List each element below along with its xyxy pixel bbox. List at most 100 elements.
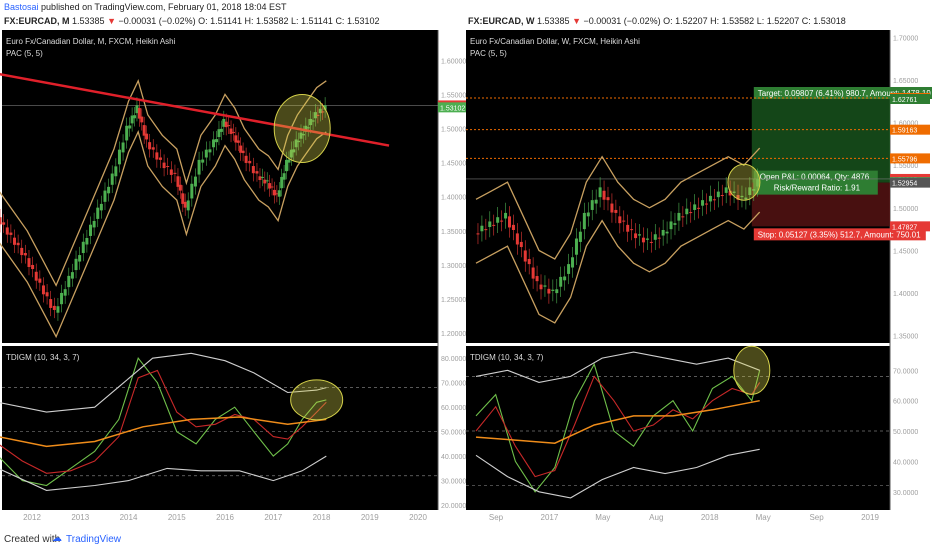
candle-body bbox=[748, 187, 752, 196]
candle-body bbox=[590, 200, 594, 210]
candle-body bbox=[701, 200, 705, 206]
candle-body bbox=[2, 222, 6, 225]
y-tick-0-5: 1.35000 bbox=[441, 229, 466, 236]
candle-body bbox=[297, 140, 301, 143]
price-label-1-2: 1.59163 bbox=[892, 128, 917, 135]
candle-body bbox=[234, 135, 238, 143]
x-tick-1-1: 2017 bbox=[541, 513, 559, 522]
y-tick-0-3: 1.45000 bbox=[441, 161, 466, 168]
candle-body bbox=[255, 171, 259, 174]
ind-series-upper_band-0 bbox=[0, 352, 327, 413]
indicator-pane-bg-1 bbox=[466, 346, 890, 510]
candle-body bbox=[130, 115, 134, 124]
trend-line bbox=[0, 72, 390, 147]
ind-y-tick-0-5: 30.0000 bbox=[441, 479, 466, 486]
ind-highlight-circle-0 bbox=[290, 379, 344, 421]
candle-body bbox=[158, 157, 162, 160]
x-tick-1-2: May bbox=[595, 513, 610, 522]
candle-body bbox=[268, 183, 272, 189]
x-tick-0-2: 2014 bbox=[120, 513, 138, 522]
candle-body bbox=[166, 166, 170, 168]
candle-body bbox=[49, 299, 53, 308]
right-low: L: 1.52207 bbox=[756, 16, 800, 26]
highlight-circle-1 bbox=[727, 163, 761, 201]
candle-body bbox=[614, 209, 618, 213]
right-close: C: 1.53018 bbox=[801, 16, 846, 26]
charts-area[interactable]: 1.60000 1.55000 1.50000 1.45000 1.40000 1.350… bbox=[0, 30, 932, 530]
created-with-text: Created with bbox=[4, 534, 61, 545]
candle-body bbox=[697, 207, 701, 209]
candle-body bbox=[618, 216, 622, 224]
candle-body bbox=[89, 224, 93, 236]
candle-body bbox=[507, 216, 511, 228]
candle-body bbox=[681, 216, 685, 218]
candle-body bbox=[128, 125, 132, 129]
ind-y-tick-1-1: 60.0000 bbox=[893, 399, 918, 406]
candle-body bbox=[285, 159, 289, 172]
candle-body bbox=[555, 289, 559, 294]
candle-body bbox=[677, 212, 681, 221]
candle-body bbox=[511, 224, 515, 230]
y-tick-0-8: 1.20000 bbox=[441, 331, 466, 338]
pac-lower-line-0 bbox=[0, 130, 327, 339]
candle-body bbox=[484, 229, 488, 231]
candle-body bbox=[103, 190, 107, 202]
candle-body bbox=[236, 140, 240, 143]
candle-body bbox=[16, 242, 20, 246]
candle-body bbox=[304, 125, 308, 132]
candle-body bbox=[571, 257, 575, 268]
candle-body bbox=[212, 139, 216, 148]
candle-body bbox=[492, 224, 496, 226]
candle-body bbox=[208, 149, 212, 153]
candle-body bbox=[265, 180, 269, 182]
footer: Created with ☁ TradingView bbox=[0, 530, 932, 550]
candle-body bbox=[140, 116, 144, 123]
candle-body bbox=[311, 120, 315, 122]
candle-body bbox=[27, 258, 31, 268]
candle-body bbox=[661, 229, 665, 236]
candle-body bbox=[272, 189, 276, 196]
candle-body bbox=[567, 264, 571, 274]
right-last: 1.53385 bbox=[537, 16, 570, 26]
candle-body bbox=[63, 289, 67, 296]
candle-body bbox=[280, 176, 284, 189]
candle-body bbox=[81, 241, 85, 254]
left-low: L: 1.51141 bbox=[291, 16, 333, 26]
candle-body bbox=[515, 233, 519, 245]
candle-body bbox=[634, 233, 638, 239]
tradingview-brand-link[interactable]: TradingView bbox=[66, 534, 122, 545]
candle-body bbox=[231, 131, 235, 133]
x-tick-1-0: Sep bbox=[489, 513, 504, 522]
y-tick-1-7: 1.35000 bbox=[893, 334, 918, 341]
candle-body bbox=[685, 208, 689, 215]
right-symbol: FX:EURCAD, W bbox=[468, 16, 535, 26]
candle-body bbox=[728, 190, 732, 196]
ind-y-tick-0-2: 60.0000 bbox=[441, 405, 466, 412]
risk-reward-label: Risk/Reward Ratio: 1.91 bbox=[774, 184, 861, 193]
ind-series-baseline-0 bbox=[0, 416, 327, 448]
publish-line: Bastosai published on TradingView.com, F… bbox=[4, 2, 287, 12]
candle-body bbox=[716, 191, 720, 198]
candle-body bbox=[287, 159, 291, 163]
candle-body bbox=[724, 187, 728, 193]
x-tick-0-3: 2015 bbox=[168, 513, 186, 522]
ind-series-baseline-1 bbox=[475, 399, 760, 444]
ind-highlight-circle-1 bbox=[733, 345, 771, 395]
candle-body bbox=[110, 173, 114, 185]
candle-body bbox=[41, 285, 45, 295]
price-label-bg-1-7 bbox=[890, 221, 930, 232]
position-target-zone bbox=[751, 98, 890, 183]
candle-body bbox=[178, 184, 182, 191]
candle-body bbox=[85, 238, 89, 245]
candle-body bbox=[500, 220, 504, 222]
right-open: O: 1.52207 bbox=[663, 16, 708, 26]
candle-body bbox=[263, 179, 267, 184]
candle-body bbox=[543, 285, 547, 287]
x-tick-1-4: 2018 bbox=[701, 513, 719, 522]
candle-body bbox=[183, 201, 187, 208]
left-symbol: FX:EURCAD, M bbox=[4, 16, 70, 26]
y-tick-0-7: 1.25000 bbox=[441, 297, 466, 304]
author-link[interactable]: Bastosai bbox=[4, 2, 39, 12]
ind-y-tick-1-4: 30.0000 bbox=[893, 490, 918, 497]
pac-indicator-label-0: PAC (5, 5) bbox=[6, 49, 43, 58]
